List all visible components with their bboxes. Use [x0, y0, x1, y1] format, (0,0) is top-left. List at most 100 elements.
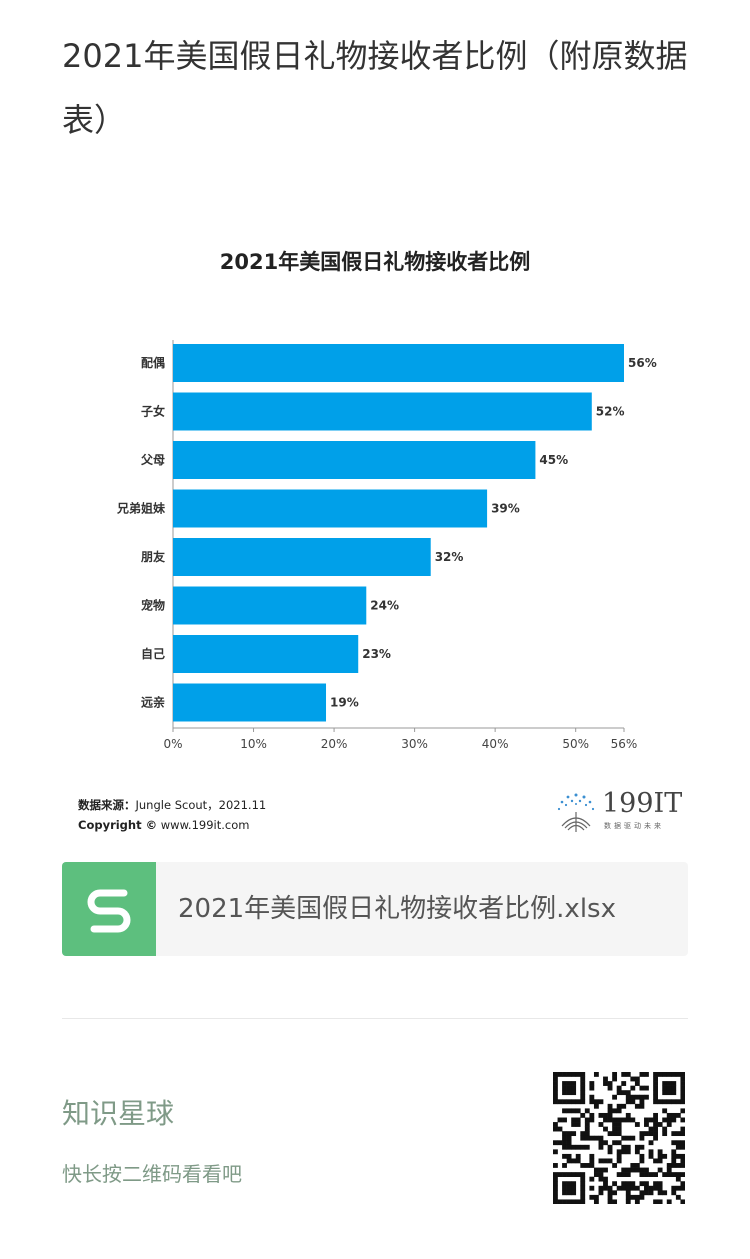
qr-module [625, 1172, 631, 1177]
qr-module [562, 1099, 567, 1105]
qr-module [553, 1172, 558, 1177]
qr-module [653, 1076, 658, 1082]
qr-module [680, 1094, 685, 1100]
qr-module [562, 1153, 567, 1159]
qr-module [644, 1117, 649, 1123]
qr-module [653, 1181, 658, 1187]
qr-module [571, 1185, 577, 1191]
qr-module [607, 1081, 613, 1086]
data-source: 数据来源：Jungle Scout，2021.11 Copyright © ww… [78, 795, 266, 835]
data-label-4: 39% [491, 502, 520, 516]
qr-module [575, 1099, 581, 1105]
qr-module [680, 1199, 685, 1204]
qr-module [603, 1185, 608, 1191]
qr-module [566, 1085, 572, 1091]
qr-module [675, 1153, 681, 1159]
qr-module [562, 1185, 567, 1191]
qr-module [621, 1181, 627, 1187]
qr-module [616, 1140, 622, 1146]
qr-module [553, 1094, 558, 1100]
qr-module [653, 1172, 658, 1177]
qr-module [621, 1135, 627, 1141]
qr-module [580, 1190, 586, 1196]
qr-module [571, 1108, 577, 1114]
qr-module [625, 1144, 631, 1150]
qr-module [589, 1185, 595, 1191]
qr-module [584, 1135, 590, 1141]
qr-module [630, 1194, 636, 1200]
data-label-5: 32% [435, 550, 464, 564]
qr-module [553, 1199, 558, 1204]
qr-module [589, 1153, 595, 1159]
qr-module [562, 1140, 567, 1146]
qr-module [571, 1131, 577, 1137]
qr-module [653, 1094, 658, 1100]
qr-module [639, 1131, 645, 1137]
qr-module [580, 1176, 586, 1182]
qr-module [621, 1167, 627, 1173]
qr-module [562, 1190, 567, 1196]
qr-module [625, 1149, 631, 1155]
qr-module [593, 1194, 599, 1200]
qr-module [580, 1090, 586, 1096]
qr-module [680, 1085, 685, 1091]
qr-module [553, 1122, 558, 1127]
qr-module [653, 1131, 658, 1137]
qr-module [612, 1199, 618, 1204]
qr-module [657, 1185, 663, 1191]
qr-module [675, 1140, 681, 1146]
copyright-label: Copyright © [78, 818, 158, 832]
qr-module [575, 1199, 581, 1204]
qr-module [580, 1094, 586, 1100]
qr-module [589, 1081, 595, 1086]
qr-module [625, 1090, 631, 1096]
qr-module [616, 1172, 622, 1177]
qr-module [671, 1131, 677, 1137]
qr-module [603, 1117, 608, 1123]
qr-module [680, 1140, 685, 1146]
qr-module [580, 1163, 586, 1168]
qr-module [644, 1122, 649, 1127]
qr-module [553, 1099, 558, 1105]
data-label-6: 24% [370, 599, 399, 613]
qr-module [612, 1190, 618, 1196]
qr-module [612, 1117, 618, 1123]
qr-module [553, 1126, 558, 1132]
qr-module [680, 1131, 685, 1137]
s-letter-icon [87, 889, 131, 933]
qr-module [553, 1076, 558, 1082]
qr-module [616, 1158, 622, 1164]
qr-module [571, 1090, 577, 1096]
qr-module [584, 1126, 590, 1132]
qr-module [598, 1099, 604, 1105]
copyright-text: www.199it.com [160, 818, 250, 832]
qr-module [644, 1167, 649, 1173]
x-tick-label-1: 0% [163, 737, 182, 751]
qr-module [648, 1185, 654, 1191]
qr-module [644, 1072, 649, 1077]
qr-module [616, 1122, 622, 1127]
qr-module [634, 1081, 640, 1086]
qr-module [603, 1181, 608, 1187]
file-attachment[interactable]: 2021年美国假日礼物接收者比例.xlsx [62, 862, 688, 956]
qr-module [662, 1131, 668, 1137]
qr-module [639, 1103, 645, 1109]
qr-module [680, 1163, 685, 1168]
qr-module [625, 1190, 631, 1196]
qr-module [553, 1194, 558, 1200]
qr-module [634, 1163, 640, 1168]
qr-module [680, 1126, 685, 1132]
qr-module [589, 1099, 595, 1105]
qr-module [598, 1172, 604, 1177]
qr-module [571, 1099, 577, 1105]
qr-code[interactable] [553, 1072, 685, 1204]
qr-module [557, 1172, 563, 1177]
qr-module [621, 1103, 627, 1109]
qr-module [603, 1076, 608, 1082]
qr-module [553, 1090, 558, 1096]
chart-title: 2021年美国假日礼物接收者比例 [219, 250, 531, 274]
qr-module [616, 1185, 622, 1191]
qr-module [671, 1072, 677, 1077]
qr-module [666, 1167, 672, 1173]
file-name[interactable]: 2021年美国假日礼物接收者比例.xlsx [178, 894, 616, 924]
